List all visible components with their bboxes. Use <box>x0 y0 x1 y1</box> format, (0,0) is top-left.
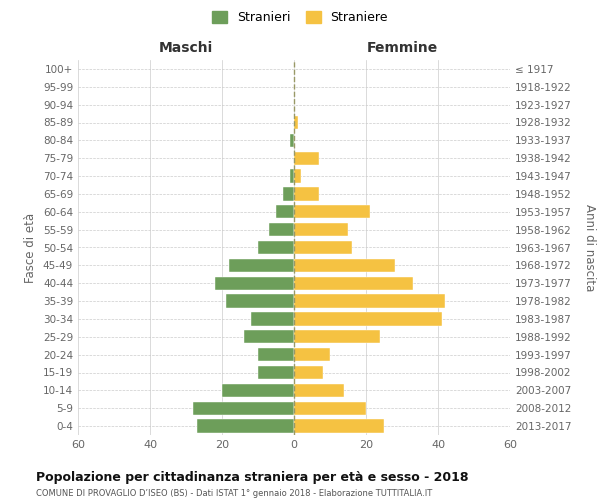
Bar <box>294 205 370 218</box>
Bar <box>294 187 319 200</box>
Bar <box>251 312 294 326</box>
Bar <box>294 152 319 165</box>
Bar <box>290 134 294 147</box>
Bar <box>244 330 294 344</box>
Bar <box>294 402 366 415</box>
Bar <box>294 348 330 362</box>
Bar <box>294 116 298 129</box>
Text: COMUNE DI PROVAGLIO D’ISEO (BS) - Dati ISTAT 1° gennaio 2018 - Elaborazione TUTT: COMUNE DI PROVAGLIO D’ISEO (BS) - Dati I… <box>36 489 432 498</box>
Bar <box>222 384 294 397</box>
Bar <box>215 276 294 290</box>
Text: Popolazione per cittadinanza straniera per età e sesso - 2018: Popolazione per cittadinanza straniera p… <box>36 471 469 484</box>
Text: Femmine: Femmine <box>367 40 437 54</box>
Bar <box>258 241 294 254</box>
Bar <box>294 170 301 183</box>
Bar <box>294 420 384 433</box>
Bar <box>226 294 294 308</box>
Bar <box>294 294 445 308</box>
Bar <box>276 205 294 218</box>
Bar <box>294 258 395 272</box>
Text: Maschi: Maschi <box>159 40 213 54</box>
Bar <box>294 330 380 344</box>
Bar <box>294 312 442 326</box>
Bar <box>290 170 294 183</box>
Bar <box>294 366 323 379</box>
Y-axis label: Anni di nascita: Anni di nascita <box>583 204 596 291</box>
Bar <box>294 223 348 236</box>
Bar <box>294 276 413 290</box>
Y-axis label: Fasce di età: Fasce di età <box>25 212 37 282</box>
Bar <box>193 402 294 415</box>
Legend: Stranieri, Straniere: Stranieri, Straniere <box>207 6 393 29</box>
Bar <box>258 366 294 379</box>
Bar <box>294 241 352 254</box>
Bar <box>283 187 294 200</box>
Bar <box>229 258 294 272</box>
Bar <box>294 384 344 397</box>
Bar <box>258 348 294 362</box>
Bar <box>269 223 294 236</box>
Bar <box>197 420 294 433</box>
